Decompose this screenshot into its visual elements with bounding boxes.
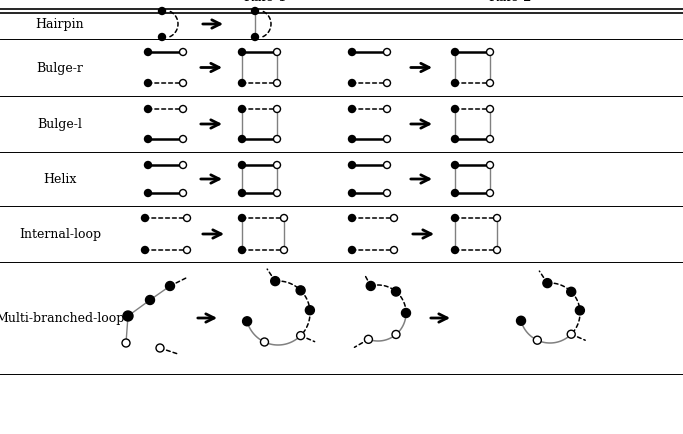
Text: Multi-branched-loop: Multi-branched-loop [0,312,125,325]
Circle shape [180,190,186,197]
Circle shape [158,9,165,16]
Circle shape [260,338,268,346]
Circle shape [296,332,305,340]
Circle shape [366,282,375,291]
Circle shape [251,34,258,41]
Circle shape [238,190,245,197]
Circle shape [348,247,355,254]
Circle shape [296,286,305,295]
Circle shape [273,80,281,87]
Circle shape [451,106,458,113]
Circle shape [145,80,152,87]
Circle shape [141,247,148,254]
Circle shape [383,136,391,143]
Circle shape [145,106,152,113]
Circle shape [486,190,494,197]
Circle shape [273,136,281,143]
Circle shape [273,190,281,197]
Circle shape [494,247,501,254]
Circle shape [567,330,575,339]
Circle shape [348,80,355,87]
Circle shape [180,136,186,143]
Circle shape [391,247,398,254]
Circle shape [383,80,391,87]
Circle shape [165,282,174,291]
Circle shape [451,136,458,143]
Circle shape [392,331,400,339]
Circle shape [383,106,391,113]
Circle shape [451,80,458,87]
Circle shape [270,277,280,286]
Circle shape [451,215,458,222]
Circle shape [391,215,398,222]
Circle shape [567,288,576,296]
Circle shape [251,9,258,16]
Circle shape [383,190,391,197]
Circle shape [383,162,391,169]
Circle shape [145,296,154,305]
Circle shape [486,106,494,113]
Circle shape [486,162,494,169]
Circle shape [348,49,355,56]
Circle shape [141,215,148,222]
Circle shape [516,316,525,326]
Circle shape [451,247,458,254]
Circle shape [180,162,186,169]
Circle shape [486,136,494,143]
Circle shape [451,162,458,169]
Circle shape [145,162,152,169]
Circle shape [383,49,391,56]
Text: Rule-1: Rule-1 [243,0,287,4]
Circle shape [281,215,288,222]
Circle shape [281,247,288,254]
Circle shape [486,49,494,56]
Circle shape [348,106,355,113]
Circle shape [494,215,501,222]
Circle shape [238,247,245,254]
Circle shape [184,247,191,254]
Circle shape [348,136,355,143]
Circle shape [180,106,186,113]
Circle shape [145,190,152,197]
Circle shape [180,80,186,87]
Circle shape [575,306,585,315]
Circle shape [451,190,458,197]
Circle shape [273,49,281,56]
Circle shape [156,344,164,352]
Circle shape [122,339,130,347]
Circle shape [238,162,245,169]
Circle shape [242,317,251,326]
Circle shape [486,80,494,87]
Circle shape [238,136,245,143]
Circle shape [238,49,245,56]
Circle shape [305,306,314,315]
Text: Internal-loop: Internal-loop [19,228,101,241]
Circle shape [348,162,355,169]
Circle shape [273,162,281,169]
Circle shape [238,215,245,222]
Circle shape [123,311,133,321]
Text: Hairpin: Hairpin [36,19,84,31]
Circle shape [533,336,542,345]
Circle shape [348,190,355,197]
Circle shape [158,34,165,41]
Circle shape [365,335,372,344]
Circle shape [238,106,245,113]
Text: Rule-2: Rule-2 [488,0,532,4]
Circle shape [348,215,355,222]
Circle shape [180,49,186,56]
Circle shape [145,136,152,143]
Circle shape [145,49,152,56]
Circle shape [402,309,410,318]
Text: Bulge-r: Bulge-r [37,62,83,75]
Text: Bulge-l: Bulge-l [38,118,83,131]
Circle shape [391,287,400,296]
Text: Helix: Helix [43,173,76,186]
Circle shape [451,49,458,56]
Circle shape [543,279,552,288]
Circle shape [238,80,245,87]
Circle shape [184,215,191,222]
Circle shape [273,106,281,113]
